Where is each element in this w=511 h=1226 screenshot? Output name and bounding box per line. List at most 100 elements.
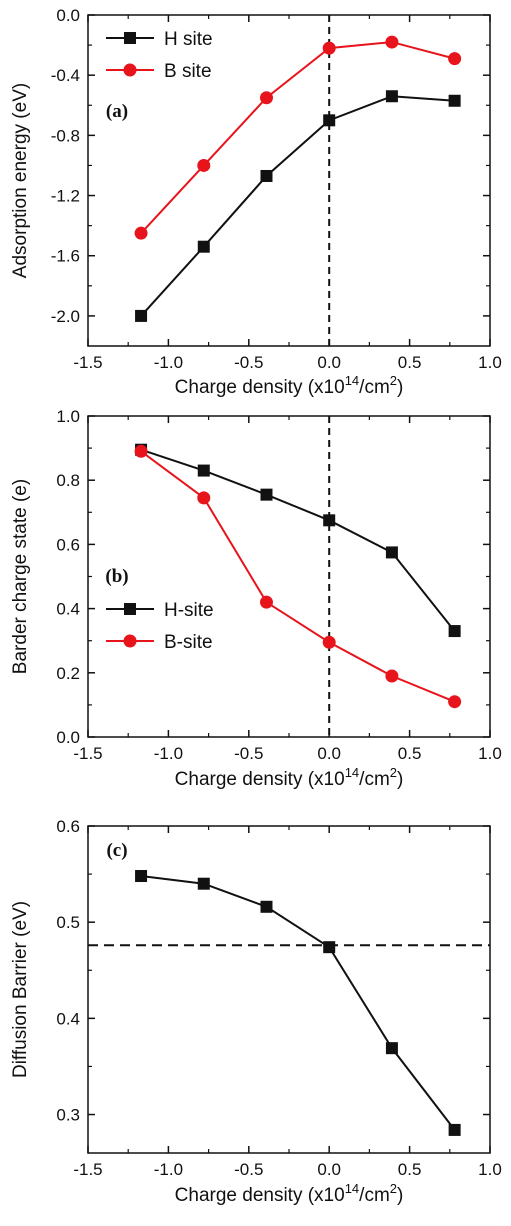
x-tick-label: 0.0	[317, 1160, 341, 1179]
data-point	[135, 870, 148, 883]
data-point	[260, 169, 273, 182]
y-axis-label: Barder charge state (e)	[10, 479, 31, 674]
data-point	[197, 240, 210, 253]
data-point	[197, 491, 211, 505]
data-point	[448, 1123, 461, 1136]
data-point	[260, 900, 273, 913]
panel-label: (c)	[106, 840, 127, 861]
data-point	[385, 546, 398, 559]
y-tick-label: 0.3	[56, 1106, 80, 1125]
series-line-1	[140, 448, 456, 632]
x-axis-label-superscript: 14	[345, 373, 359, 388]
x-tick-label: -0.5	[234, 1160, 263, 1179]
x-tick-label: -1.0	[154, 1160, 183, 1179]
data-point	[135, 309, 148, 322]
data-point	[448, 695, 462, 709]
legend-marker	[123, 634, 137, 648]
x-axis-label: Charge density (x1014/cm2)	[175, 373, 404, 398]
y-tick-label: 0.0	[56, 6, 80, 25]
legend-label: H site	[164, 29, 213, 50]
x-tick-label: -0.5	[234, 353, 263, 372]
x-axis-label-text: )	[397, 1185, 403, 1206]
x-axis-label-text: )	[397, 769, 403, 790]
y-axis-label: Diffusion Barrier (eV)	[10, 901, 31, 1078]
data-point	[322, 635, 336, 649]
y-tick-label: 0.6	[56, 817, 80, 836]
x-tick-label: 0.0	[317, 744, 341, 763]
y-tick-label: -2.0	[51, 307, 80, 326]
x-tick-label: 0.5	[398, 744, 422, 763]
data-point	[259, 91, 273, 105]
data-point	[385, 35, 399, 49]
data-point	[260, 488, 273, 501]
x-axis-label-text: Charge density (x10	[175, 1185, 345, 1206]
series-line-2	[140, 41, 455, 234]
x-tick-label: 0.5	[398, 1160, 422, 1179]
y-tick-label: -0.4	[51, 66, 80, 85]
data-point	[197, 464, 210, 477]
y-tick-label: -1.6	[51, 247, 80, 266]
x-tick-label: -1.5	[73, 1160, 102, 1179]
y-tick-label: 0.4	[56, 1009, 80, 1028]
series-line-1	[140, 95, 455, 317]
data-point	[134, 444, 148, 458]
x-tick-label: 0.0	[317, 353, 341, 372]
x-axis-label: Charge density (x1014/cm2)	[175, 1181, 404, 1206]
x-axis-label-text: Charge density (x10	[175, 377, 345, 398]
data-point	[134, 226, 148, 240]
x-axis-label: Charge density (x1014/cm2)	[175, 765, 404, 790]
chart-panel-3: -1.5 -1.0 -0.5 0.0 0.5 1.0 0.3 0.4 0.5 0.6 (c) Diff…	[10, 817, 502, 1206]
data-point	[448, 94, 461, 107]
series-line-1	[140, 875, 456, 1131]
y-tick-label: 0.5	[56, 913, 80, 932]
data-point	[448, 52, 462, 66]
series-line-2	[140, 450, 456, 703]
x-tick-label: 0.5	[398, 353, 422, 372]
data-point	[385, 669, 399, 683]
legend-marker	[123, 63, 137, 77]
x-tick-label: -1.0	[154, 744, 183, 763]
data-point	[323, 514, 336, 527]
x-tick-label: -1.5	[73, 744, 102, 763]
data-point	[323, 114, 336, 127]
y-tick-label: 0.8	[56, 471, 80, 490]
x-tick-label: 1.0	[478, 744, 502, 763]
panel-label: (a)	[106, 101, 128, 122]
y-tick-label: 1.0	[56, 407, 80, 426]
y-tick-label: 0.0	[56, 728, 80, 747]
panel-label: (b)	[105, 566, 128, 587]
data-point	[197, 158, 211, 172]
y-tick-label: -1.2	[51, 187, 80, 206]
legend-label: H-site	[164, 600, 214, 621]
data-point	[448, 625, 461, 638]
x-axis-label-text: /cm	[359, 377, 390, 398]
legend-marker	[124, 603, 136, 615]
x-axis-label-text: /cm	[359, 769, 390, 790]
chart-panel-1: -1.5 -1.0 -0.5 0.0 0.5 1.0 -2.0 -1.6 -1.2 -0.8 -0.…	[10, 6, 502, 398]
y-tick-label: 0.4	[56, 600, 80, 619]
y-axis-label: Adsorption energy (eV)	[10, 83, 31, 278]
legend-label: B site	[164, 61, 212, 82]
data-point	[385, 1042, 398, 1055]
data-point	[197, 877, 210, 890]
x-axis-label-superscript: 2	[390, 765, 397, 780]
data-point	[322, 41, 336, 55]
data-point	[259, 595, 273, 609]
x-tick-label: -1.0	[154, 353, 183, 372]
x-axis-label-superscript: 14	[345, 1181, 359, 1196]
x-axis-label-text: /cm	[359, 1185, 390, 1206]
x-tick-label: -1.5	[73, 353, 102, 372]
x-axis-label-superscript: 14	[345, 765, 359, 780]
y-tick-label: -0.8	[51, 126, 80, 145]
chart-panel-2: -1.5 -1.0 -0.5 0.0 0.5 1.0 0.0 0.2 0.4 0.6 0.8 1.0 H…	[10, 407, 502, 790]
data-point	[323, 941, 336, 954]
x-axis-label-text: )	[397, 377, 403, 398]
y-tick-label: 0.2	[56, 664, 80, 683]
legend-label: B-site	[164, 632, 213, 653]
y-tick-label: 0.6	[56, 535, 80, 554]
x-tick-label: 1.0	[478, 1160, 502, 1179]
x-axis-label-text: Charge density (x10	[175, 769, 345, 790]
x-axis-label-superscript: 2	[390, 1181, 397, 1196]
